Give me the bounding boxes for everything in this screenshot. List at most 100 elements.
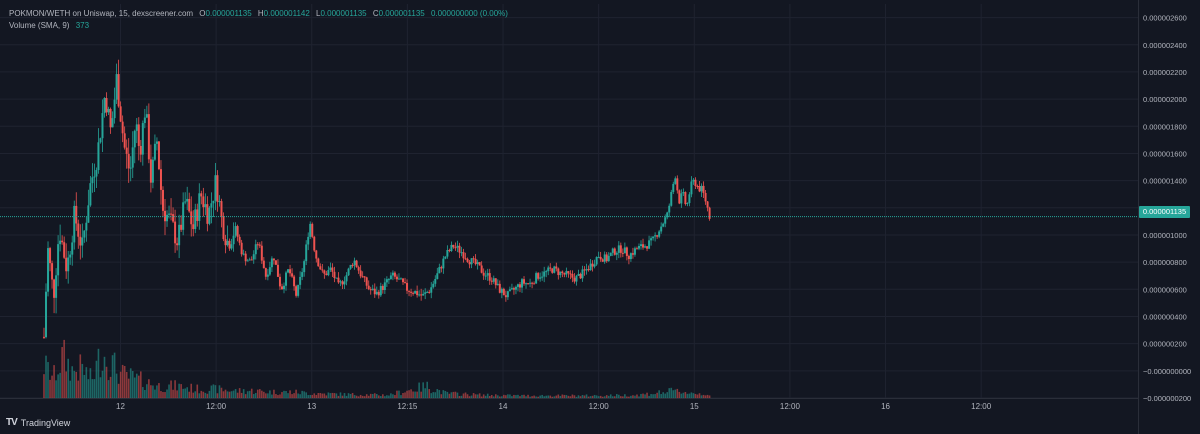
volume-bar (533, 395, 535, 398)
candle-body (627, 255, 630, 260)
volume-bar (378, 395, 380, 398)
candle-body (345, 275, 348, 282)
volume-bar (301, 390, 303, 398)
volume-bar (575, 396, 578, 398)
volume-bar (662, 392, 664, 398)
volume-bar (690, 392, 693, 398)
candle-body (533, 283, 536, 285)
candle-body (327, 269, 330, 276)
candle-body (93, 176, 96, 178)
volume-bar (565, 395, 568, 398)
candle-body (73, 205, 76, 243)
volume-bar (632, 395, 634, 398)
volume-bar (462, 393, 465, 398)
volume-bar (79, 354, 82, 398)
time-tick-label: 12:00 (780, 402, 801, 411)
candle-body (686, 203, 689, 205)
volume-bar (269, 390, 271, 398)
volume-bar (317, 393, 320, 398)
candle-body (377, 291, 380, 296)
volume-bar (256, 389, 259, 398)
candle-body (571, 274, 574, 278)
candle-body (395, 276, 398, 280)
volume-bar (49, 379, 51, 398)
time-tick-label: 12:00 (206, 402, 227, 411)
tradingview-logo[interactable]: TV TradingView (6, 417, 70, 428)
volume-bar (591, 395, 594, 398)
volume-bar (216, 393, 219, 398)
volume-bar (408, 390, 410, 398)
candle-body (145, 114, 148, 118)
volume-bar (230, 391, 233, 398)
volume-bar (660, 394, 662, 398)
candle-body (674, 178, 677, 184)
candle-body (464, 258, 467, 260)
volume-bar (156, 385, 158, 398)
candle-body (313, 236, 316, 251)
candle-body (438, 267, 441, 274)
candle-body (607, 255, 610, 262)
candle-body (428, 291, 431, 293)
candle-body (603, 254, 606, 262)
candle-body (593, 264, 596, 267)
candle-body (121, 121, 124, 134)
candle-body (512, 288, 515, 290)
volume-bar (454, 391, 457, 398)
volume-bar (263, 391, 265, 398)
volume-bar (432, 392, 435, 398)
price-axis[interactable]: 0.000002600 0.000002400 0.000002200 0.00000… (1138, 0, 1192, 434)
volume-bar (650, 394, 652, 398)
volume-bar (607, 395, 610, 398)
volume-bar (579, 396, 582, 398)
volume-bar (422, 382, 424, 398)
volume-bar (101, 370, 104, 398)
candle-body (500, 288, 503, 293)
volume-bar (470, 395, 473, 398)
candle-body (694, 179, 697, 187)
candle-body (218, 201, 221, 203)
volume-bar (553, 396, 556, 398)
volume-bar (200, 390, 203, 398)
volume-bar (466, 394, 469, 398)
candle-body (440, 267, 443, 269)
candle-body (462, 252, 465, 259)
candle-body (488, 273, 491, 281)
volume-bar (652, 394, 654, 398)
volume-bar (672, 390, 675, 398)
volume-bar (543, 396, 545, 398)
current-price-tag: 0.000001135 (1139, 206, 1190, 218)
volume-bar (398, 390, 400, 398)
volume-bar (414, 391, 416, 398)
candle-body (474, 258, 477, 265)
volume-bar (541, 394, 543, 398)
volume-bar (468, 396, 471, 398)
volume-bar (160, 391, 162, 398)
volume-bar (375, 393, 378, 398)
candle-body (270, 258, 273, 268)
candle-body (613, 248, 616, 255)
legend-symbol: POKMON/WETH on Uniswap, 15, dexscreener.… (9, 9, 194, 18)
candle-body (250, 259, 253, 261)
candle-body (242, 253, 245, 255)
candle-body (621, 252, 624, 254)
candle-body (678, 190, 681, 204)
volume-bar (585, 394, 588, 398)
volume-bar (271, 394, 273, 398)
time-axis[interactable]: 12 12:00 13 12:15 14 12:00 15 12:00 16 12:00 (0, 398, 1138, 412)
volume-bar (250, 388, 253, 398)
volume-bar (567, 395, 570, 398)
volume-bar (97, 348, 100, 398)
volume-bar (694, 393, 697, 398)
volume-bar (281, 392, 283, 398)
candle-body (224, 239, 227, 246)
volume-bar (555, 395, 558, 398)
volume-bar (654, 394, 656, 398)
candle-body (527, 283, 530, 285)
candle-body (81, 237, 84, 246)
candle-body (597, 256, 600, 258)
candle-body (406, 282, 409, 291)
candle-body (159, 169, 162, 190)
volume-bar (656, 392, 658, 398)
